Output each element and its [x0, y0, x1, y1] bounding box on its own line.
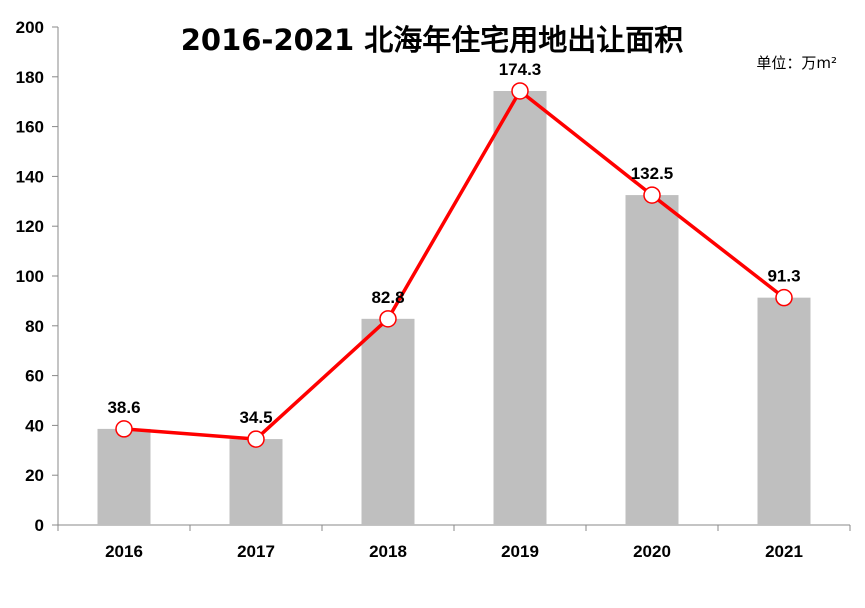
series-line	[123, 89, 786, 441]
y-tick-label: 20	[25, 466, 44, 485]
bar	[229, 439, 283, 525]
unit-label: 单位：万m²	[756, 54, 837, 72]
y-tick-label: 160	[16, 118, 44, 137]
data-label: 132.5	[631, 164, 674, 183]
chart-title: 2016-2021 北海年住宅用地出让面积	[181, 23, 684, 57]
y-tick-label: 60	[25, 367, 44, 386]
x-axis: 2016 2017 2018 2019 2020 2021	[57, 524, 851, 561]
y-tick-label: 80	[25, 317, 44, 336]
y-tick-label: 40	[25, 416, 44, 435]
data-label: 82.8	[371, 288, 404, 307]
x-tick-label: 2018	[369, 542, 407, 561]
bar	[97, 428, 151, 525]
line-marker	[775, 288, 793, 307]
data-label: 38.6	[107, 398, 140, 417]
line-marker	[115, 420, 133, 438]
line-series	[115, 82, 793, 448]
line-marker	[247, 430, 265, 448]
line-marker	[643, 186, 661, 204]
data-label: 174.3	[499, 60, 542, 79]
y-tick-label: 180	[16, 68, 44, 87]
y-tick-label: 0	[35, 516, 44, 535]
line-marker	[511, 82, 529, 100]
x-tick-label: 2016	[105, 542, 143, 561]
bar-series	[97, 90, 811, 526]
bar	[625, 195, 679, 525]
x-tick-label: 2020	[633, 542, 671, 561]
y-axis: 0 20 40 60 80 100 120 140 160 180 200	[16, 18, 59, 535]
y-tick-label: 100	[16, 267, 44, 286]
y-tick-label: 200	[16, 18, 44, 37]
line-marker	[379, 310, 397, 328]
data-label: 91.3	[767, 267, 800, 286]
data-label: 34.5	[239, 408, 272, 427]
bar	[361, 318, 415, 525]
x-tick-label: 2017	[237, 542, 275, 561]
x-tick-label: 2021	[765, 542, 803, 561]
data-labels: 38.6 34.5 82.8 174.3 132.5 91.3	[107, 60, 800, 427]
bar	[757, 297, 811, 525]
x-tick-label: 2019	[501, 542, 539, 561]
bar	[493, 90, 547, 526]
y-tick-label: 140	[16, 167, 44, 186]
y-tick-label: 120	[16, 217, 44, 236]
